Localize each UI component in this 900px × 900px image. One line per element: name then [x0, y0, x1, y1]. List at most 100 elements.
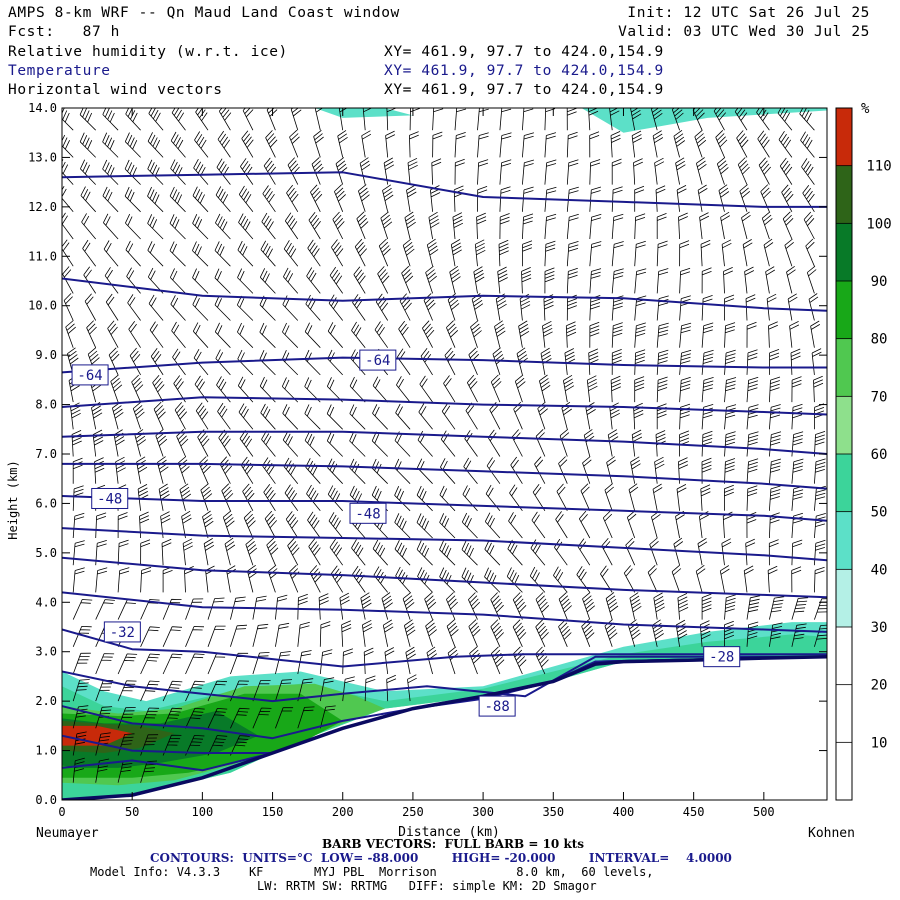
- wind-barb: [722, 511, 733, 539]
- wind-barb: [701, 267, 712, 294]
- wind-barb: [589, 241, 602, 267]
- wind-barb: [306, 267, 321, 294]
- wind-barb: [522, 186, 534, 212]
- wind-barb: [416, 485, 433, 512]
- wind-barb: [655, 430, 666, 457]
- valid-time: Valid: 03 UTC Wed 30 Jul 25: [618, 24, 870, 40]
- wind-barb: [305, 458, 321, 484]
- wind-barb: [673, 537, 684, 566]
- wind-barb: [222, 510, 235, 539]
- contour-label-box: [478, 695, 516, 717]
- wind-barb: [238, 185, 254, 213]
- wind-barb: [758, 157, 772, 185]
- wind-barb: [327, 322, 344, 348]
- wind-barb: [230, 596, 246, 620]
- wind-barb: [535, 592, 550, 620]
- wind-barb: [651, 510, 661, 539]
- colorbar-swatch: [836, 511, 852, 570]
- wind-barb: [585, 402, 596, 430]
- wind-barb: [169, 186, 186, 213]
- contour-label-box: [359, 349, 397, 371]
- wind-barb: [363, 647, 374, 675]
- wind-barb: [741, 211, 751, 240]
- wind-barb: [558, 592, 572, 620]
- wind-barb: [263, 483, 276, 512]
- wind-barb: [102, 159, 119, 185]
- colorbar-tick-label: 50: [871, 505, 888, 521]
- wind-barb: [282, 431, 299, 457]
- wind-barb: [634, 349, 646, 375]
- wind-barb: [581, 619, 595, 647]
- y-tick-label: 7.0: [35, 447, 57, 461]
- wind-barb: [718, 184, 730, 212]
- wind-barb: [351, 321, 366, 348]
- wind-barb: [506, 567, 523, 593]
- wind-barb: [700, 484, 711, 511]
- wind-barb: [238, 213, 254, 240]
- wind-barb: [544, 213, 557, 240]
- wind-barb: [490, 374, 502, 403]
- wind-barb: [405, 646, 416, 675]
- wind-barb: [374, 321, 389, 348]
- wind-barb: [331, 239, 344, 267]
- wind-barb: [160, 511, 171, 539]
- wind-barb: [95, 512, 107, 539]
- wind-barb: [743, 565, 754, 593]
- wind-barb: [65, 320, 76, 348]
- wind-barb: [761, 211, 773, 240]
- wind-barb: [814, 485, 827, 511]
- wind-barb: [185, 680, 205, 702]
- x-tick-label: 200: [332, 805, 354, 819]
- field-range-temperature: XY= 461.9, 97.7 to 424.0,154.9: [384, 63, 664, 79]
- temperature-contour: [62, 556, 827, 599]
- wind-barb: [382, 184, 394, 212]
- contours-note: CONTOURS: UNITS=°C LOW= -88.000 HIGH= -2…: [150, 851, 732, 865]
- colorbar-swatch: [836, 281, 852, 339]
- wind-barb: [107, 320, 119, 348]
- wind-barb: [610, 131, 621, 158]
- wind-barb: [630, 108, 642, 131]
- wind-barb: [806, 265, 817, 294]
- wind-barb: [72, 705, 89, 729]
- wind-barb: [461, 540, 478, 566]
- wind-barb: [746, 621, 759, 647]
- wind-barb: [259, 295, 276, 321]
- wind-barb: [230, 735, 250, 756]
- wind-barb: [396, 376, 411, 403]
- colorbar-tick-label: 70: [871, 389, 888, 405]
- wind-barb: [125, 240, 141, 267]
- wind-barb: [117, 733, 135, 756]
- wind-barb: [384, 647, 395, 675]
- wind-barb: [544, 267, 555, 294]
- wind-barb: [245, 537, 258, 566]
- wind-barb: [62, 186, 74, 213]
- wind-barb: [739, 184, 751, 212]
- wind-barb: [543, 294, 554, 321]
- wind-barb: [623, 565, 636, 593]
- wind-barb: [351, 539, 366, 566]
- wind-barb: [80, 186, 96, 213]
- wind-barb: [791, 431, 804, 457]
- wind-barb: [678, 212, 688, 240]
- wind-barb: [224, 537, 236, 566]
- wind-barb: [656, 349, 669, 375]
- temperature-contour: [62, 277, 827, 312]
- wind-barb: [782, 211, 794, 240]
- wind-barb: [140, 680, 160, 702]
- field-name-humidity: Relative humidity (w.r.t. ice): [8, 44, 288, 60]
- wind-barb: [147, 214, 164, 240]
- wind-barb: [454, 132, 466, 158]
- wind-barb: [342, 648, 354, 675]
- wind-barb: [310, 184, 323, 212]
- wind-barb: [477, 186, 488, 212]
- wind-barb: [395, 403, 411, 430]
- wind-barb: [510, 456, 523, 484]
- wind-barb: [699, 212, 710, 240]
- wind-barb: [736, 130, 749, 158]
- wind-barb: [416, 540, 433, 566]
- wind-barb: [655, 185, 666, 212]
- wind-barb: [139, 511, 150, 539]
- wind-barb: [162, 707, 183, 729]
- wind-barb: [470, 320, 482, 348]
- wind-barb: [261, 430, 276, 457]
